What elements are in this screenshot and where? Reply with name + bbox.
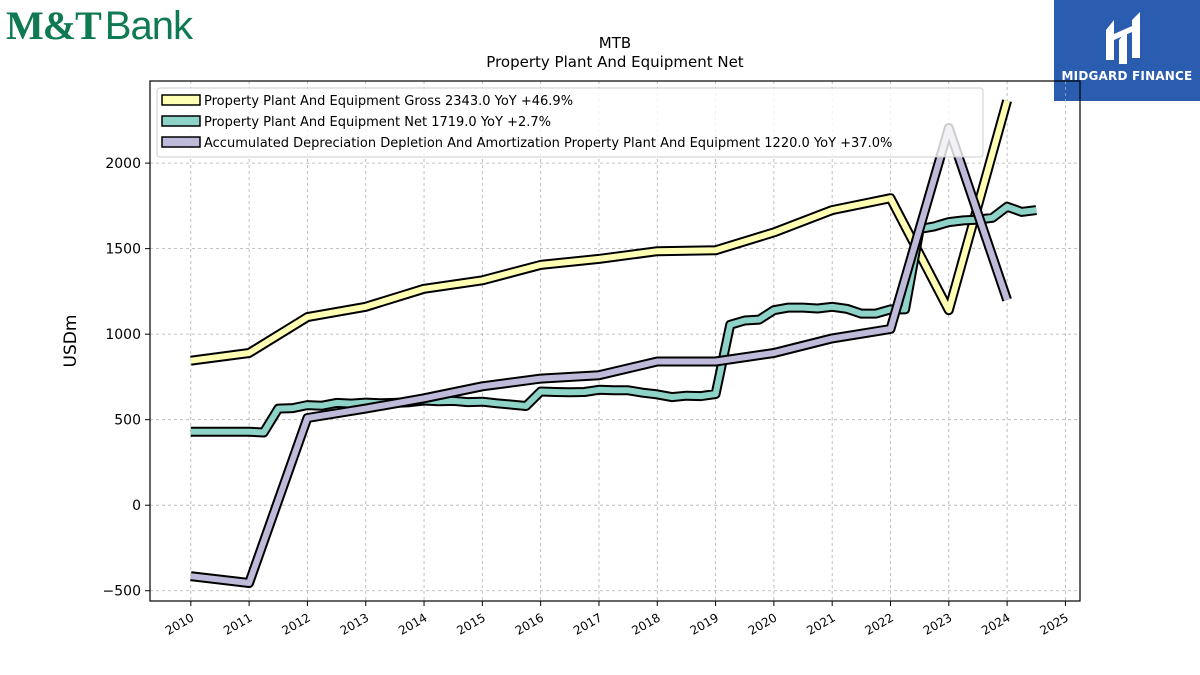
midgard-monogram-icon (1106, 12, 1140, 64)
x-tick-label: 2017 (571, 610, 604, 637)
legend-label: Property Plant And Equipment Net 1719.0 … (204, 115, 551, 130)
y-axis-label: USDm (61, 315, 81, 368)
x-tick-label: 2023 (921, 610, 954, 637)
legend-box (156, 87, 984, 158)
chart-grid (150, 81, 1080, 601)
series-line (190, 125, 1010, 586)
midgard-finance-badge: MIDGARD FINANCE (1054, 0, 1200, 101)
x-tick-label: 2018 (629, 610, 662, 637)
x-tick-label: 2024 (979, 610, 1012, 637)
x-tick-label: 2015 (454, 610, 487, 637)
x-tick-label: 2022 (863, 610, 896, 637)
x-tick-label: 2020 (746, 610, 779, 637)
legend-label: Accumulated Depreciation Depletion And A… (204, 136, 892, 151)
x-tick-label: 2016 (513, 610, 546, 637)
legend-swatch (161, 94, 201, 106)
x-tick-label: 2021 (804, 610, 837, 637)
legend-label: Property Plant And Equipment Gross 2343.… (204, 94, 573, 109)
y-tick-label: 2000 (105, 156, 141, 172)
chart-subtitle: Property Plant And Equipment Net (486, 53, 743, 71)
chart-title: MTB (599, 34, 631, 52)
legend-swatch (161, 115, 201, 127)
badge-text: MIDGARD FINANCE (1061, 69, 1193, 83)
y-tick-label: 1500 (105, 242, 141, 258)
company-logo: M&T Bank (6, 2, 193, 49)
chart-legend: Property Plant And Equipment Gross 2343.… (156, 87, 984, 158)
x-tick-label: 2011 (221, 610, 254, 637)
x-tick-label: 2010 (163, 610, 196, 637)
chart-series (190, 99, 1037, 588)
legend-swatch (161, 136, 201, 148)
x-tick-label: 2019 (688, 610, 721, 637)
plot-area (149, 80, 1081, 602)
x-tick-label: 2013 (338, 610, 371, 637)
y-tick-label: 500 (114, 413, 141, 429)
logo-text-bold: M&T (6, 3, 102, 48)
y-tick-label: 1000 (105, 327, 141, 343)
logo-text-light: Bank (104, 4, 193, 48)
x-tick-label: 2012 (279, 610, 312, 637)
y-tick-label: 0 (132, 498, 141, 514)
series-line (190, 99, 1010, 364)
x-tick-label: 2014 (396, 610, 429, 637)
x-tick-label: 2025 (1037, 610, 1070, 637)
y-tick-label: −500 (103, 584, 141, 600)
